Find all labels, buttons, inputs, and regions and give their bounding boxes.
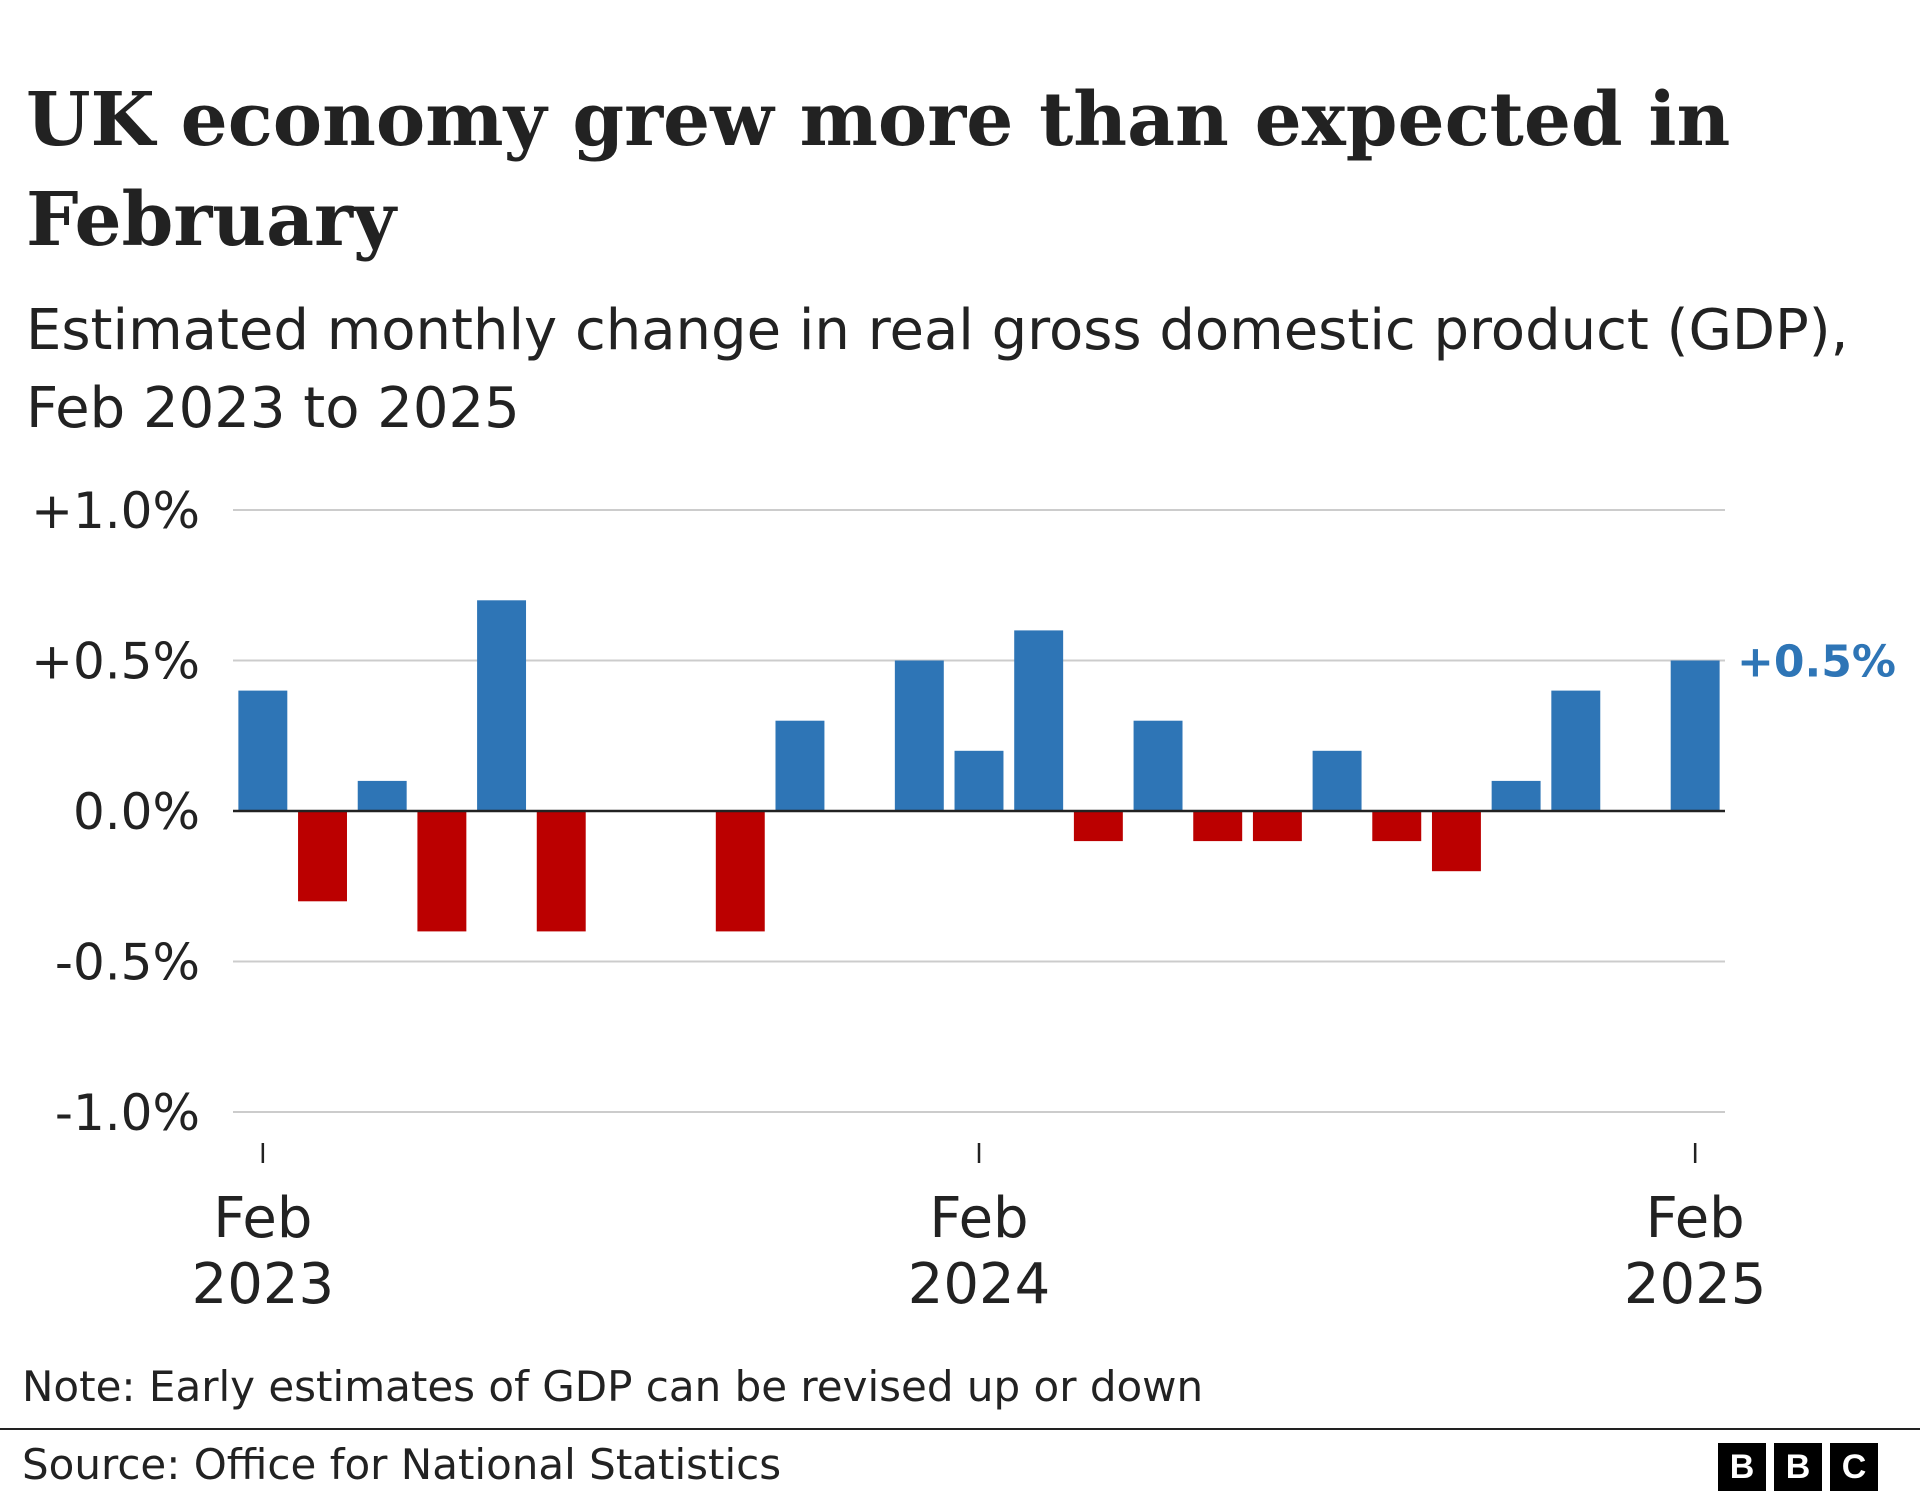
labels: +1.0%+0.5%0.0%-0.5%-1.0%Feb2023Feb2024Fe… [31, 482, 1896, 1317]
chart-title: UK economy grew more than expected in Fe… [26, 77, 1731, 263]
x-tick-label-month: Feb [1646, 1186, 1745, 1251]
bar [1312, 750, 1362, 811]
axes [233, 809, 1725, 1163]
bbc-logo-block-1: B [1718, 1443, 1766, 1491]
bar [238, 690, 288, 811]
x-tick-label-year: 2024 [908, 1252, 1051, 1317]
bar [954, 750, 1004, 811]
x-tick-label-year: 2025 [1624, 1252, 1767, 1317]
chart-source: Source: Office for National Statistics [22, 1440, 782, 1489]
bbc-logo-block-3: C [1830, 1443, 1878, 1491]
bar [1073, 811, 1123, 842]
x-tick-label-month: Feb [213, 1186, 312, 1251]
y-tick-label: +0.5% [31, 633, 200, 691]
y-tick-label: -0.5% [55, 934, 200, 992]
bar [536, 811, 586, 932]
x-tick-label-year: 2023 [192, 1252, 335, 1317]
bar [298, 811, 347, 902]
footer-divider [0, 1428, 1920, 1430]
bar [357, 780, 407, 811]
bars [238, 600, 1720, 932]
bar [715, 811, 765, 932]
bar [1372, 811, 1422, 842]
bar [1252, 811, 1302, 842]
bbc-logo: B B C [1718, 1443, 1878, 1491]
latest-value-label: +0.5% [1737, 637, 1896, 688]
chart-subtitle: Estimated monthly change in real gross d… [26, 298, 1849, 441]
bar [1491, 780, 1541, 811]
y-tick-label: +1.0% [31, 482, 200, 540]
x-tick-label-month: Feb [929, 1186, 1028, 1251]
bar [477, 600, 527, 811]
bar [775, 720, 825, 811]
y-tick-label: 0.0% [73, 783, 200, 841]
bar [1133, 720, 1183, 811]
bbc-logo-block-2: B [1774, 1443, 1822, 1491]
bar [894, 660, 944, 811]
bar [1193, 811, 1243, 842]
bar [1551, 690, 1601, 811]
bar [1670, 660, 1720, 811]
bar [417, 811, 467, 932]
gdp-bar-chart: +1.0%+0.5%0.0%-0.5%-1.0%Feb2023Feb2024Fe… [31, 482, 1896, 1317]
bar [1014, 630, 1064, 811]
chart-note: Note: Early estimates of GDP can be revi… [22, 1362, 1204, 1411]
y-tick-label: -1.0% [55, 1084, 200, 1142]
bar [1431, 811, 1481, 872]
